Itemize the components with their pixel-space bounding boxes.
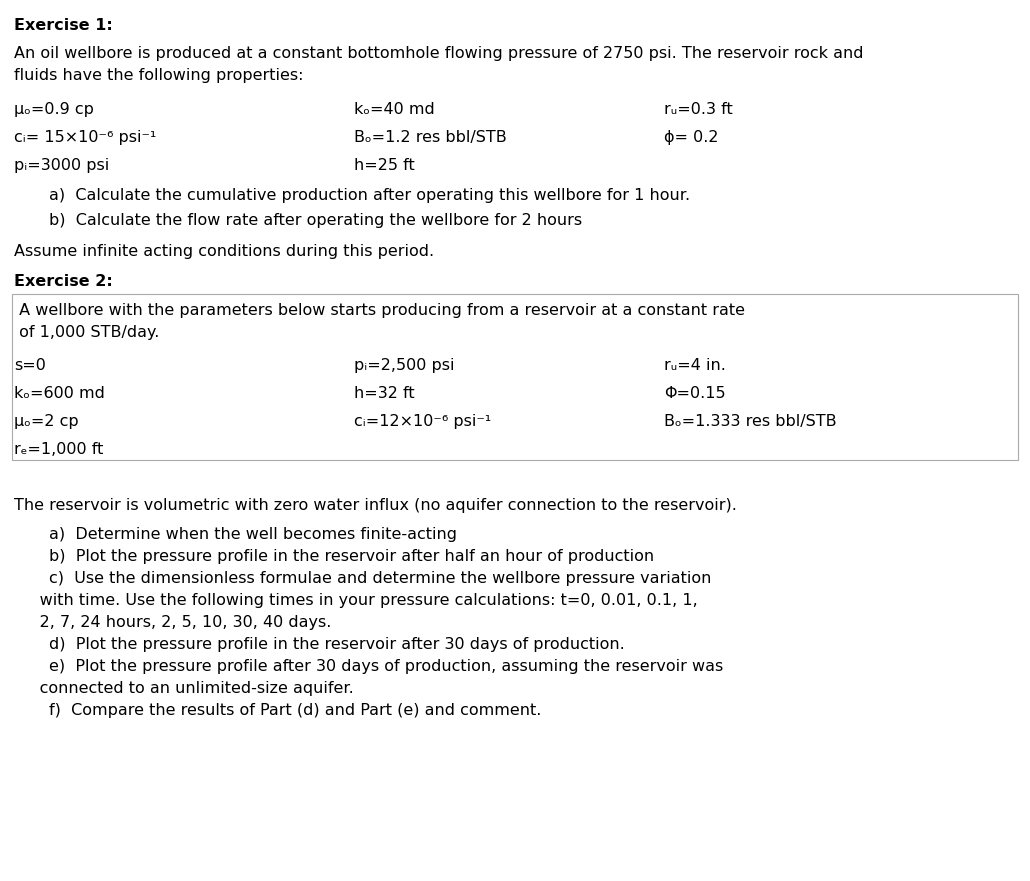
- Text: s=0: s=0: [14, 358, 46, 373]
- Text: a)  Calculate the cumulative production after operating this wellbore for 1 hour: a) Calculate the cumulative production a…: [49, 188, 690, 203]
- Text: A wellbore with the parameters below starts producing from a reservoir at a cons: A wellbore with the parameters below sta…: [14, 303, 745, 318]
- Text: Bₒ=1.333 res bbl/STB: Bₒ=1.333 res bbl/STB: [664, 414, 836, 429]
- Text: of 1,000 STB/day.: of 1,000 STB/day.: [14, 325, 160, 340]
- Text: 2, 7, 24 hours, 2, 5, 10, 30, 40 days.: 2, 7, 24 hours, 2, 5, 10, 30, 40 days.: [14, 615, 332, 630]
- Text: connected to an unlimited-size aquifer.: connected to an unlimited-size aquifer.: [14, 681, 353, 696]
- Text: μₒ=0.9 cp: μₒ=0.9 cp: [14, 102, 94, 117]
- Text: rₑ=1,000 ft: rₑ=1,000 ft: [14, 442, 103, 457]
- Text: kₒ=40 md: kₒ=40 md: [354, 102, 435, 117]
- Text: c)  Use the dimensionless formulae and determine the wellbore pressure variation: c) Use the dimensionless formulae and de…: [49, 571, 712, 586]
- Text: b)  Plot the pressure profile in the reservoir after half an hour of production: b) Plot the pressure profile in the rese…: [49, 549, 654, 564]
- Text: Φ=0.15: Φ=0.15: [664, 386, 725, 401]
- Text: kₒ=600 md: kₒ=600 md: [14, 386, 105, 401]
- Text: cᵢ=12×10⁻⁶ psi⁻¹: cᵢ=12×10⁻⁶ psi⁻¹: [354, 414, 491, 429]
- Text: h=32 ft: h=32 ft: [354, 386, 415, 401]
- Text: with time. Use the following times in your pressure calculations: t=0, 0.01, 0.1: with time. Use the following times in yo…: [14, 593, 697, 608]
- Text: rᵤ=0.3 ft: rᵤ=0.3 ft: [664, 102, 732, 117]
- Text: pᵢ=2,500 psi: pᵢ=2,500 psi: [354, 358, 454, 373]
- Bar: [12, 294, 1018, 460]
- Text: Exercise 2:: Exercise 2:: [14, 274, 112, 289]
- Text: Exercise 1:: Exercise 1:: [14, 18, 112, 33]
- Text: pᵢ=3000 psi: pᵢ=3000 psi: [14, 158, 109, 173]
- Text: f)  Compare the results of Part (d) and Part (e) and comment.: f) Compare the results of Part (d) and P…: [49, 703, 542, 718]
- Text: Bₒ=1.2 res bbl/STB: Bₒ=1.2 res bbl/STB: [354, 130, 507, 145]
- Text: fluids have the following properties:: fluids have the following properties:: [14, 68, 304, 83]
- Text: The reservoir is volumetric with zero water influx (no aquifer connection to the: The reservoir is volumetric with zero wa…: [14, 498, 736, 513]
- Text: e)  Plot the pressure profile after 30 days of production, assuming the reservoi: e) Plot the pressure profile after 30 da…: [49, 659, 723, 674]
- Text: a)  Determine when the well becomes finite-acting: a) Determine when the well becomes finit…: [49, 527, 457, 542]
- Text: h=25 ft: h=25 ft: [354, 158, 415, 173]
- Text: b)  Calculate the flow rate after operating the wellbore for 2 hours: b) Calculate the flow rate after operati…: [49, 213, 582, 228]
- Text: d)  Plot the pressure profile in the reservoir after 30 days of production.: d) Plot the pressure profile in the rese…: [49, 637, 625, 652]
- Text: An oil wellbore is produced at a constant bottomhole flowing pressure of 2750 ps: An oil wellbore is produced at a constan…: [14, 46, 863, 61]
- Text: ϕ= 0.2: ϕ= 0.2: [664, 130, 719, 145]
- Text: Assume infinite acting conditions during this period.: Assume infinite acting conditions during…: [14, 244, 434, 259]
- Text: μₒ=2 cp: μₒ=2 cp: [14, 414, 78, 429]
- Text: cᵢ= 15×10⁻⁶ psi⁻¹: cᵢ= 15×10⁻⁶ psi⁻¹: [14, 130, 157, 145]
- Text: rᵤ=4 in.: rᵤ=4 in.: [664, 358, 726, 373]
